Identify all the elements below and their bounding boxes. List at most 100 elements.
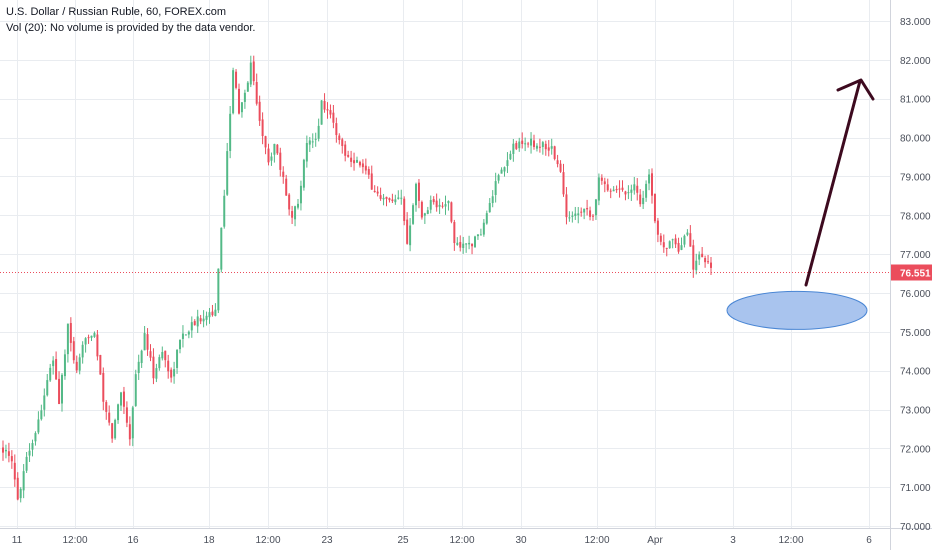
candle	[285, 174, 288, 196]
candle-body	[214, 309, 217, 316]
candle	[574, 206, 577, 220]
candle	[689, 225, 692, 247]
x-tick-label: 12:00	[584, 535, 609, 546]
candle	[698, 251, 701, 266]
candle-body	[662, 242, 665, 248]
candle	[43, 388, 46, 417]
candle	[297, 199, 299, 210]
candle-body	[376, 191, 379, 194]
candle-body	[37, 419, 40, 433]
candle-body	[285, 178, 288, 196]
candle	[235, 69, 238, 90]
candle	[13, 454, 16, 487]
candle-body	[500, 169, 503, 174]
candle	[373, 185, 376, 193]
candle-body	[459, 242, 462, 248]
candle	[105, 400, 108, 420]
candle	[49, 363, 52, 382]
candle-body	[161, 351, 164, 359]
candle-body	[645, 183, 648, 198]
candle	[128, 416, 131, 446]
candle	[111, 422, 114, 443]
candle-body	[187, 331, 190, 335]
candle	[282, 166, 285, 184]
candle-body	[84, 338, 87, 345]
candle-body	[415, 183, 417, 206]
candle-body	[208, 312, 211, 318]
candle-body	[75, 361, 78, 371]
candle-body	[586, 208, 589, 210]
candle	[633, 176, 636, 195]
candle-body	[347, 154, 350, 157]
y-tick-label: 70.000	[900, 522, 931, 533]
candle	[326, 102, 329, 119]
x-tick-label: 16	[127, 535, 139, 546]
candle	[332, 104, 335, 129]
candle	[137, 354, 140, 380]
target-zone-ellipse	[726, 290, 868, 330]
candle-body	[482, 222, 485, 235]
x-tick-label: 23	[321, 535, 333, 546]
y-tick-label: 77.000	[900, 250, 931, 261]
candle	[52, 356, 55, 375]
candle-body	[261, 119, 264, 137]
x-tick-label: 30	[515, 535, 527, 546]
candle-body	[155, 368, 158, 379]
candle-body	[636, 185, 639, 193]
candle	[22, 464, 25, 499]
candle-body	[677, 242, 680, 252]
candle	[435, 193, 438, 212]
y-tick-label: 75.000	[900, 328, 931, 339]
candle	[609, 188, 612, 199]
candle	[358, 160, 361, 168]
candle-body	[571, 215, 574, 217]
candle-body	[120, 392, 122, 406]
candle	[117, 403, 120, 424]
candle	[46, 373, 49, 397]
candle-body	[10, 456, 13, 462]
candle	[441, 202, 444, 209]
candle-body	[426, 210, 429, 214]
candle-body	[642, 197, 645, 205]
candle	[509, 150, 512, 161]
candle-body	[179, 339, 181, 350]
candle	[299, 180, 302, 211]
candle	[512, 138, 515, 162]
candle-body	[524, 143, 527, 145]
candle-body	[87, 337, 90, 339]
candle	[453, 219, 456, 251]
candle-body	[55, 359, 58, 380]
candle-body	[235, 71, 238, 88]
volume-legend-note[interactable]: Vol (20): No volume is provided by the d…	[6, 22, 256, 34]
candle-body	[397, 197, 400, 199]
candle-body	[297, 203, 299, 208]
candle	[541, 140, 544, 155]
symbol-legend-title[interactable]: U.S. Dollar / Russian Ruble, 60, FOREX.c…	[6, 6, 227, 18]
candle	[211, 304, 214, 317]
candle	[668, 240, 671, 249]
candle-body	[170, 369, 173, 378]
candle-body	[2, 447, 4, 453]
candle	[122, 386, 125, 414]
candle-body	[704, 258, 707, 263]
candle	[612, 186, 615, 192]
candle	[58, 371, 61, 405]
candle	[671, 238, 674, 249]
candle-body	[544, 143, 547, 150]
candle-body	[370, 173, 373, 190]
candle	[199, 314, 202, 325]
candle-body	[196, 316, 199, 327]
candle-body	[497, 175, 500, 181]
candle	[577, 207, 580, 224]
candle-body	[485, 213, 488, 224]
candle-body	[671, 239, 674, 241]
candle	[311, 133, 314, 149]
candle-body	[689, 233, 692, 247]
candle-body	[240, 102, 243, 113]
candle-body	[243, 92, 246, 102]
candle	[662, 234, 665, 253]
candle	[367, 166, 370, 179]
candle	[429, 195, 432, 214]
